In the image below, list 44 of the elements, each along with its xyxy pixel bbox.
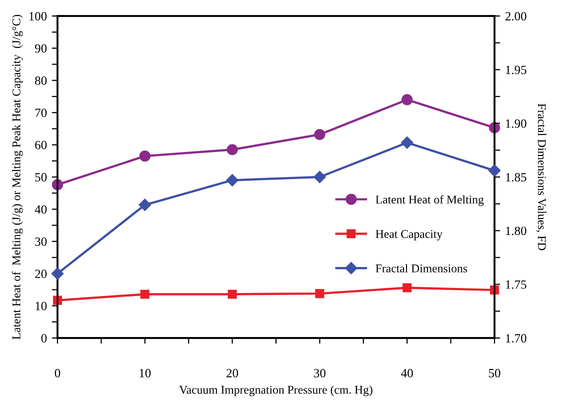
point (51, 268, 64, 280)
y-tick-label: 10 (36, 302, 47, 310)
y-tick-label: 80 (35, 76, 47, 85)
y-tick-label: 60 (35, 140, 47, 150)
y2-tick-label: 1.75 (506, 280, 526, 289)
y-tick-label: 100 (29, 12, 47, 20)
point (228, 290, 237, 299)
y2-axis-title: Fractal Dimensions Values, FD (536, 104, 546, 250)
x-tick-label: 50 (488, 368, 500, 378)
y2-tick-label: 2.00 (505, 12, 526, 21)
y2-tick-label: 1.85 (506, 173, 526, 182)
y-tick-label: 0 (41, 334, 47, 342)
y2-tick-label: 1.70 (506, 334, 526, 343)
point (138, 198, 151, 212)
point (314, 128, 326, 140)
point (314, 170, 326, 184)
point (226, 174, 238, 186)
y-tick-label: 50 (35, 173, 47, 182)
y-tick-label: 90 (34, 44, 47, 53)
legend-label: Fractal Dimensions (376, 264, 468, 272)
x-tick-label: 20 (226, 368, 238, 378)
point (401, 136, 414, 149)
x-tick-label: 10 (140, 368, 151, 378)
y-tick-label: 20 (35, 270, 47, 278)
y-tick-label: 70 (35, 108, 47, 118)
y2-tick-label: 1.90 (506, 119, 526, 128)
point (140, 290, 150, 299)
x-tick-label: 40 (401, 368, 413, 378)
point (226, 144, 238, 156)
point (402, 94, 413, 106)
x-tick-label: 0 (54, 368, 60, 378)
y-tick-label: 40 (34, 205, 47, 214)
legend-label: Latent Heat of Melting (376, 195, 484, 206)
y-tick-label: 30 (35, 237, 47, 246)
legend-label: Heat Capacity (376, 230, 443, 240)
point (315, 289, 324, 298)
point (139, 150, 150, 162)
y-axis-title: Latent Heat of Melting (J/g) or Melting Peak Heat Capacity (J/g°C) (12, 14, 23, 340)
point (488, 164, 501, 177)
y2-tick-label: 1.95 (506, 66, 526, 74)
point (402, 283, 412, 292)
y2-tick-label: 1.80 (506, 226, 526, 236)
x-axis-title: Vacuum Impregnation Pressure (cm. Hg) (179, 385, 372, 396)
x-tick-label: 30 (314, 368, 326, 378)
